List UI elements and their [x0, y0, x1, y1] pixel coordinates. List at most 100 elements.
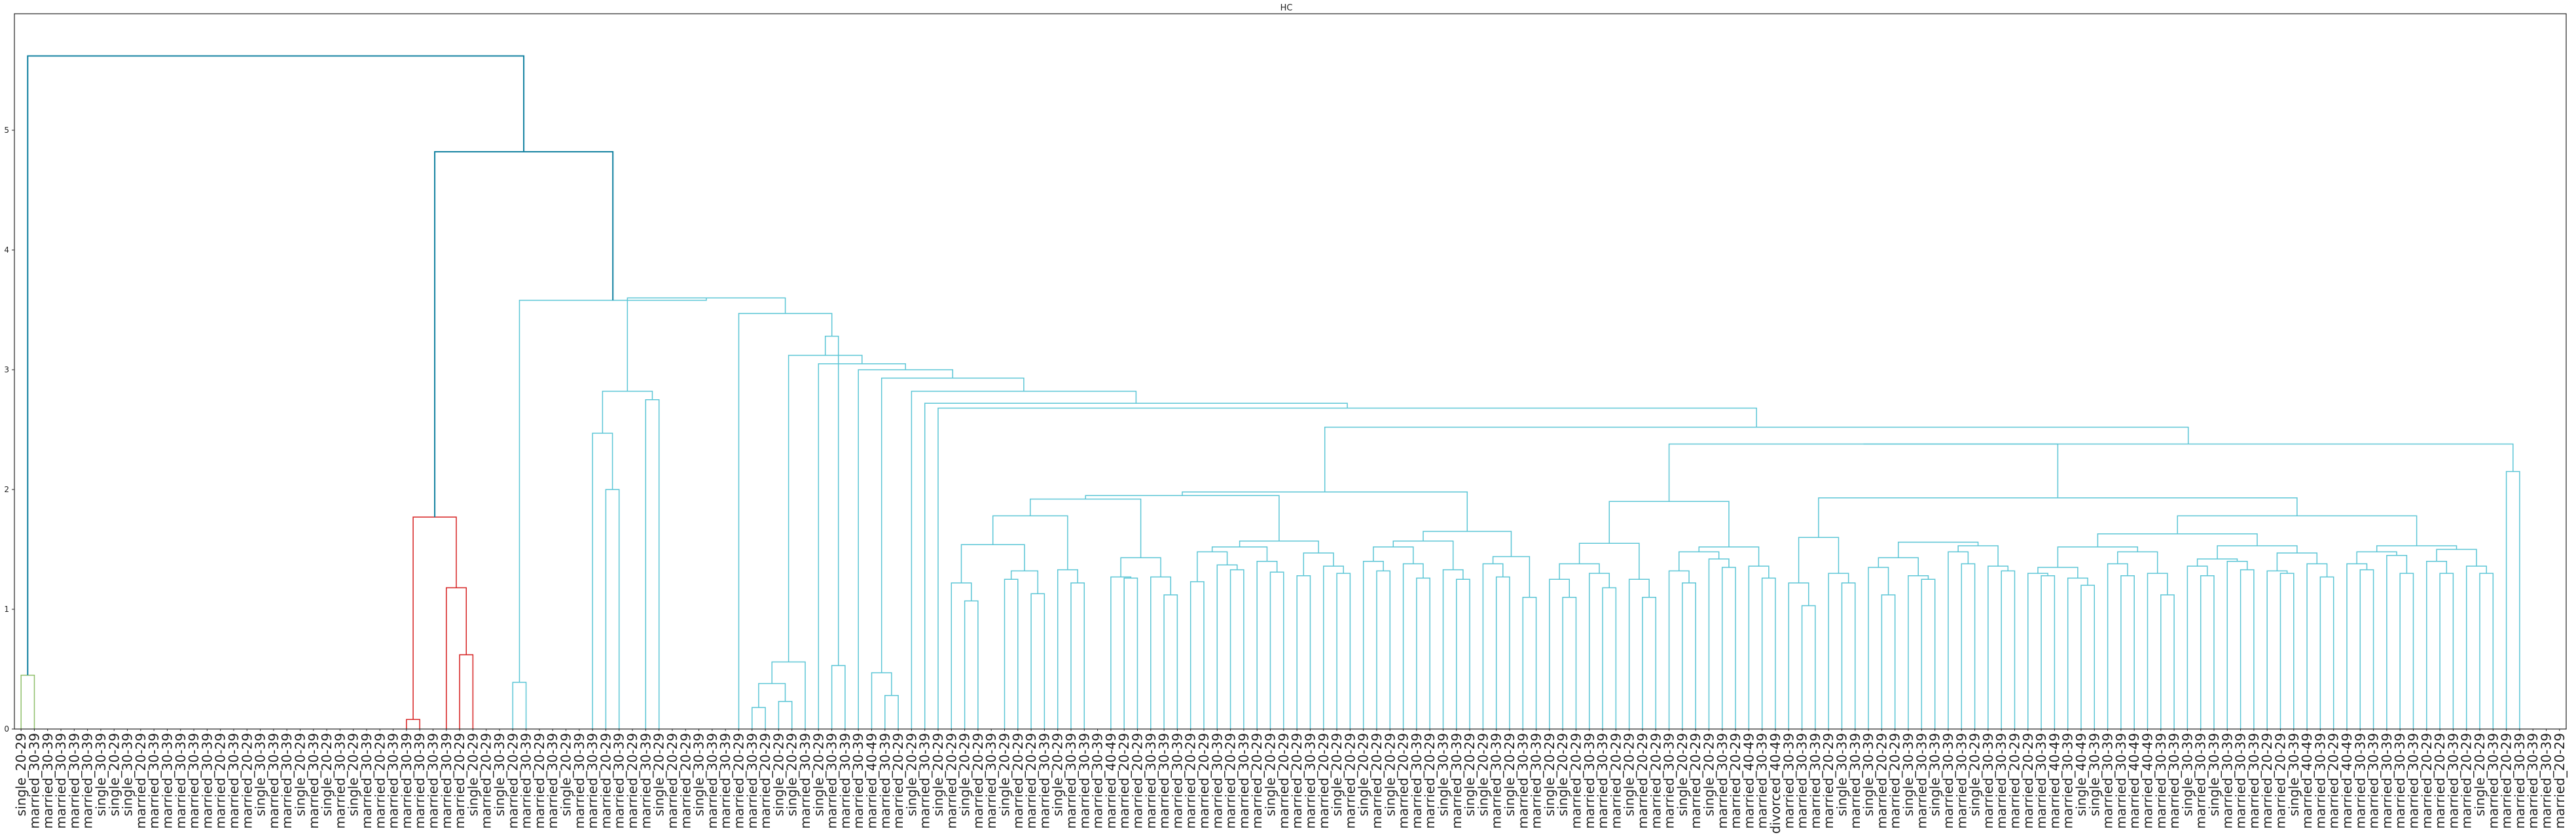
- leaf-label: married_20-29: [1223, 733, 1239, 829]
- leaf-label: married_30-39: [1489, 733, 1504, 829]
- leaf-label: married_30-39: [1036, 733, 1052, 829]
- leaf-label: married_30-39: [545, 733, 560, 829]
- leaf-label: married_30-39: [1169, 733, 1185, 829]
- leaf-label: married_20-29: [1422, 733, 1438, 829]
- leaf-label: single_20-29: [903, 733, 919, 816]
- leaf-label: single_20-29: [2472, 733, 2488, 816]
- leaf-label: married_30-39: [824, 733, 840, 829]
- leaf-label: single_20-29: [106, 733, 122, 816]
- leaf-label: married_20-29: [1276, 733, 1292, 829]
- leaf-label: single_30-39: [492, 733, 507, 816]
- leaf-label: married_20-29: [1316, 733, 1332, 829]
- leaf-label: married_20-29: [970, 733, 986, 829]
- leaf-label: married_40-49: [2046, 733, 2062, 829]
- leaf-label: married_20-29: [757, 733, 773, 829]
- leaf-label: married_20-29: [452, 733, 467, 829]
- leaf-label: married_30-39: [1236, 733, 1252, 829]
- leaf-label: married_20-29: [1608, 733, 1624, 829]
- leaf-label: single_20-29: [1622, 733, 1637, 816]
- leaf-labels: single_20-29married_30-39married_30-39ma…: [13, 729, 2567, 834]
- leaf-label: married_30-39: [2512, 733, 2528, 829]
- leaf-label: married_20-29: [1874, 733, 1889, 829]
- leaf-label: married_30-39: [1063, 733, 1079, 829]
- leaf-label: married_30-39: [571, 733, 587, 829]
- leaf-label: single_30-39: [691, 733, 707, 816]
- leaf-label: married_30-39: [80, 733, 96, 829]
- leaf-label: single_30-39: [1860, 733, 1876, 816]
- leaf-label: married_20-29: [1289, 733, 1305, 829]
- leaf-label: single_20-29: [1382, 733, 1398, 816]
- leaf-label: married_30-39: [2113, 733, 2129, 829]
- leaf-label: single_20-29: [1356, 733, 1371, 816]
- leaf-label: married_30-39: [2193, 733, 2209, 829]
- leaf-label: married_20-29: [1887, 733, 1903, 829]
- leaf-label: married_30-39: [2219, 733, 2235, 829]
- leaf-label: single_30-39: [2206, 733, 2222, 816]
- leaf-label: married_30-39: [1980, 733, 1996, 829]
- leaf-label: married_30-39: [1807, 733, 1823, 829]
- leaf-label: married_30-39: [1794, 733, 1810, 829]
- leaf-label: married_30-39: [386, 733, 401, 829]
- leaf-label: married_20-29: [2326, 733, 2342, 829]
- leaf-label: married_20-29: [598, 733, 613, 829]
- leaf-label: married_30-39: [66, 733, 82, 829]
- dendrogram-link: [27, 55, 525, 675]
- leaf-label: married_30-39: [638, 733, 653, 829]
- leaf-label: married_20-29: [890, 733, 906, 829]
- y-axis: 0 1 2 3 4 5: [4, 126, 14, 734]
- leaf-label: married_20-29: [2552, 733, 2567, 829]
- leaf-label: single_20-29: [293, 733, 308, 816]
- leaf-label: married_30-39: [173, 733, 189, 829]
- leaf-label: married_20-29: [943, 733, 959, 829]
- y-tick-label: 2: [4, 485, 9, 494]
- leaf-label: married_20-29: [1023, 733, 1039, 829]
- leaf-label: married_30-39: [2366, 733, 2382, 829]
- leaf-label: married_20-29: [731, 733, 747, 829]
- leaf-label: married_30-39: [1156, 733, 1172, 829]
- leaf-label: single_40-49: [2073, 733, 2089, 816]
- leaf-label: married_20-29: [1342, 733, 1358, 829]
- leaf-label: married_30-39: [399, 733, 414, 829]
- leaf-label: married_30-39: [1409, 733, 1424, 829]
- y-tick-label: 1: [4, 605, 9, 614]
- leaf-label: married_30-39: [1303, 733, 1318, 829]
- leaf-label: married_40-49: [2339, 733, 2355, 829]
- leaf-label: married_20-29: [1396, 733, 1411, 829]
- leaf-label: married_30-39: [2379, 733, 2395, 829]
- leaf-label: married_30-39: [359, 733, 374, 829]
- leaf-label: married_30-39: [983, 733, 999, 829]
- leaf-label: married_30-39: [1582, 733, 1597, 829]
- leaf-label: married_30-39: [1993, 733, 2009, 829]
- leaf-label: married_30-39: [518, 733, 534, 829]
- leaf-label: married_30-39: [439, 733, 454, 829]
- leaf-label: married_20-29: [239, 733, 255, 829]
- leaf-label: married_30-39: [2525, 733, 2541, 829]
- leaf-label: married_20-29: [678, 733, 693, 829]
- leaf-label: married_20-29: [2273, 733, 2289, 829]
- leaf-label: married_30-39: [611, 733, 627, 829]
- leaf-label: married_30-39: [797, 733, 813, 829]
- leaf-label: married_20-29: [1116, 733, 1132, 829]
- leaf-label: married_30-39: [2153, 733, 2169, 829]
- leaf-label: married_30-39: [226, 733, 242, 829]
- leaf-label: married_30-39: [146, 733, 162, 829]
- leaf-label: married_30-39: [160, 733, 175, 829]
- leaf-label: married_30-39: [332, 733, 348, 829]
- y-tick-label: 3: [4, 365, 9, 374]
- leaf-label: married_30-39: [2485, 733, 2501, 829]
- leaf-label: married_40-49: [2140, 733, 2156, 829]
- leaf-label: married_30-39: [1515, 733, 1531, 829]
- leaf-label: married_20-29: [2259, 733, 2275, 829]
- leaf-label: married_20-29: [1821, 733, 1836, 829]
- leaf-label: married_20-29: [1369, 733, 1385, 829]
- leaf-label: single_30-39: [2086, 733, 2102, 816]
- leaf-label: single_20-29: [997, 733, 1013, 816]
- leaf-label: single_20-29: [771, 733, 786, 816]
- leaf-label: married_20-29: [1196, 733, 1212, 829]
- leaf-label: single_20-29: [558, 733, 574, 816]
- leaf-label: married_30-39: [2539, 733, 2554, 829]
- leaf-label: married_20-29: [1635, 733, 1650, 829]
- leaf-label: single_20-29: [1050, 733, 1066, 816]
- leaf-label: married_30-39: [1940, 733, 1956, 829]
